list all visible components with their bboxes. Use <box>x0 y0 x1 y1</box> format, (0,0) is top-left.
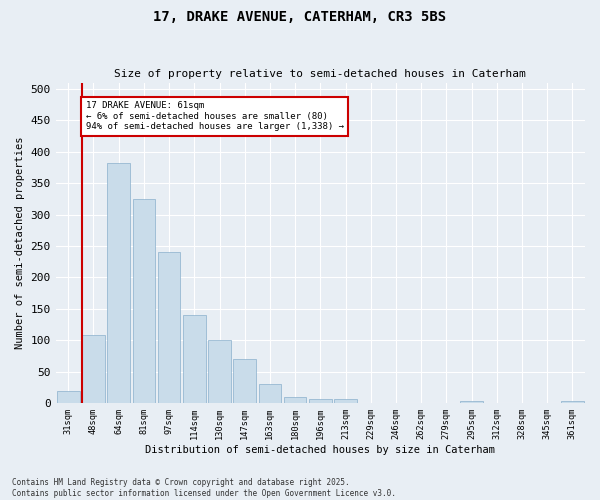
Bar <box>158 252 181 403</box>
Bar <box>259 384 281 403</box>
Text: 17, DRAKE AVENUE, CATERHAM, CR3 5BS: 17, DRAKE AVENUE, CATERHAM, CR3 5BS <box>154 10 446 24</box>
Bar <box>57 390 80 403</box>
Bar <box>233 359 256 403</box>
Bar <box>284 397 307 403</box>
Bar <box>107 163 130 403</box>
Bar <box>133 199 155 403</box>
Bar <box>334 400 357 403</box>
Bar <box>82 335 105 403</box>
Y-axis label: Number of semi-detached properties: Number of semi-detached properties <box>15 136 25 349</box>
X-axis label: Distribution of semi-detached houses by size in Caterham: Distribution of semi-detached houses by … <box>145 445 496 455</box>
Bar <box>460 401 483 403</box>
Bar <box>208 340 231 403</box>
Bar <box>183 315 206 403</box>
Title: Size of property relative to semi-detached houses in Caterham: Size of property relative to semi-detach… <box>115 69 526 79</box>
Bar <box>309 398 332 403</box>
Text: Contains HM Land Registry data © Crown copyright and database right 2025.
Contai: Contains HM Land Registry data © Crown c… <box>12 478 396 498</box>
Text: 17 DRAKE AVENUE: 61sqm
← 6% of semi-detached houses are smaller (80)
94% of semi: 17 DRAKE AVENUE: 61sqm ← 6% of semi-deta… <box>86 102 344 131</box>
Bar <box>561 401 584 403</box>
